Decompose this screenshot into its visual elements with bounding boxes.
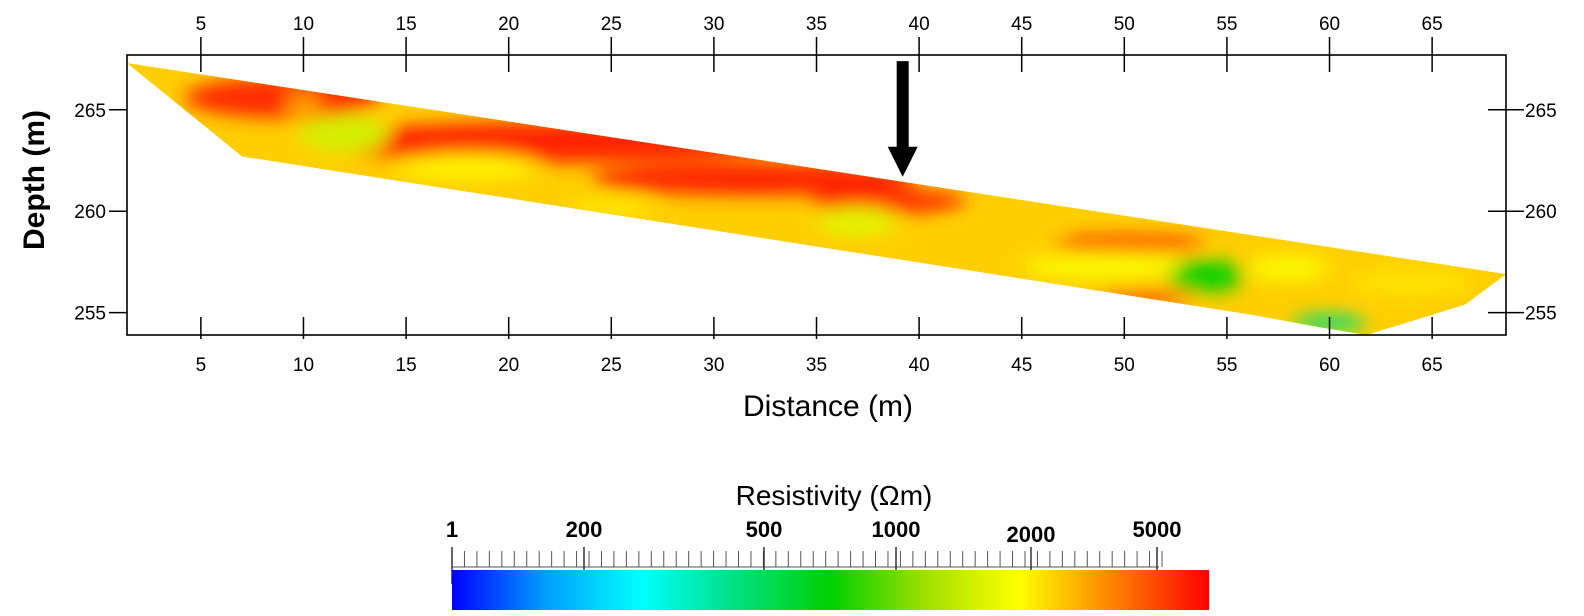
x-tick-label-bottom-60: 60 — [1319, 355, 1340, 376]
x-tick-label-top-25: 25 — [601, 14, 622, 35]
x-tick-label-bottom-30: 30 — [703, 355, 724, 376]
resistivity-zone-8 — [570, 199, 653, 216]
colorbar: Resistivity (Ωm) 1 200 500 1000 2000 5000 — [446, 480, 1209, 610]
x-tick-label-bottom-65: 65 — [1422, 355, 1443, 376]
x-axis-bottom: 5 10 15 20 25 30 35 40 45 50 55 60 65 — [196, 317, 1443, 376]
x-tick-label-top-60: 60 — [1319, 14, 1340, 35]
y-tick-label-right-260: 260 — [1525, 202, 1557, 223]
resistivity-zone-16 — [939, 229, 1063, 250]
x-axis-label: Distance (m) — [743, 390, 913, 423]
resistivity-zone-15 — [1247, 255, 1330, 281]
y-tick-label-left-260: 260 — [74, 202, 106, 223]
x-tick-label-top-40: 40 — [909, 14, 930, 35]
resistivity-zone-13 — [1093, 291, 1197, 302]
colorbar-title: Resistivity (Ωm) — [736, 480, 933, 511]
colorbar-ticks — [451, 547, 1163, 584]
resistivity-zone-11 — [1169, 259, 1244, 293]
x-tick-label-bottom-50: 50 — [1114, 355, 1135, 376]
resistivity-zone-14 — [1350, 266, 1474, 299]
colorbar-label-500: 500 — [746, 517, 783, 542]
colorbar-label-200: 200 — [566, 517, 603, 542]
x-tick-label-bottom-25: 25 — [601, 355, 622, 376]
x-tick-label-top-5: 5 — [196, 14, 207, 35]
x-tick-label-top-65: 65 — [1422, 14, 1443, 35]
y-axis-left: 255 260 265 — [74, 101, 127, 325]
x-tick-label-bottom-35: 35 — [806, 355, 827, 376]
y-tick-label-left-255: 255 — [74, 304, 106, 325]
y-axis-label: Depth (m) — [18, 110, 51, 250]
y-axis-right: 255 260 265 — [1488, 101, 1557, 325]
y-tick-label-right-255: 255 — [1525, 304, 1557, 325]
colorbar-label-5000: 5000 — [1133, 517, 1182, 542]
x-tick-label-top-45: 45 — [1011, 14, 1032, 35]
colorbar-label-1: 1 — [446, 517, 458, 542]
x-tick-label-top-30: 30 — [703, 14, 724, 35]
x-tick-label-top-55: 55 — [1216, 14, 1237, 35]
y-tick-label-right-265: 265 — [1525, 101, 1557, 122]
colorbar-tick-labels: 1 200 500 1000 2000 5000 — [446, 517, 1182, 547]
section-plot: 5 10 15 20 25 30 35 40 45 50 55 60 65 5 10 15 20 25 30 35 4… — [18, 14, 1557, 423]
y-tick-label-left-265: 265 — [74, 101, 106, 122]
x-tick-label-top-15: 15 — [396, 14, 417, 35]
resistivity-zone-10 — [1021, 253, 1186, 279]
x-tick-label-bottom-5: 5 — [196, 355, 207, 376]
resistivity-zone-5 — [299, 115, 390, 153]
x-tick-label-bottom-15: 15 — [396, 355, 417, 376]
x-tick-label-bottom-55: 55 — [1216, 355, 1237, 376]
x-tick-label-top-35: 35 — [806, 14, 827, 35]
resistivity-zone-9 — [1042, 236, 1207, 251]
x-tick-label-bottom-45: 45 — [1011, 355, 1032, 376]
x-tick-label-bottom-20: 20 — [498, 355, 519, 376]
resistivity-zone-0 — [184, 77, 382, 118]
resistivity-zone-7 — [816, 207, 899, 236]
x-axis-top: 5 10 15 20 25 30 35 40 45 50 55 60 65 — [196, 14, 1443, 72]
arrow-annotation — [887, 61, 918, 177]
x-tick-label-bottom-10: 10 — [293, 355, 314, 376]
colorbar-label-2000: 2000 — [1007, 522, 1056, 547]
resistivity-section — [127, 63, 1506, 335]
arrow-head — [887, 146, 918, 177]
resistivity-zone-6 — [395, 154, 540, 179]
resistivity-zone-1 — [285, 95, 322, 112]
colorbar-gradient — [452, 570, 1209, 610]
resistivity-zones — [184, 77, 1474, 331]
x-tick-label-top-50: 50 — [1114, 14, 1135, 35]
x-tick-label-bottom-40: 40 — [909, 355, 930, 376]
x-tick-label-top-20: 20 — [498, 14, 519, 35]
resistivity-zone-4 — [810, 188, 967, 214]
x-tick-label-top-10: 10 — [293, 14, 314, 35]
colorbar-label-1000: 1000 — [872, 517, 921, 542]
